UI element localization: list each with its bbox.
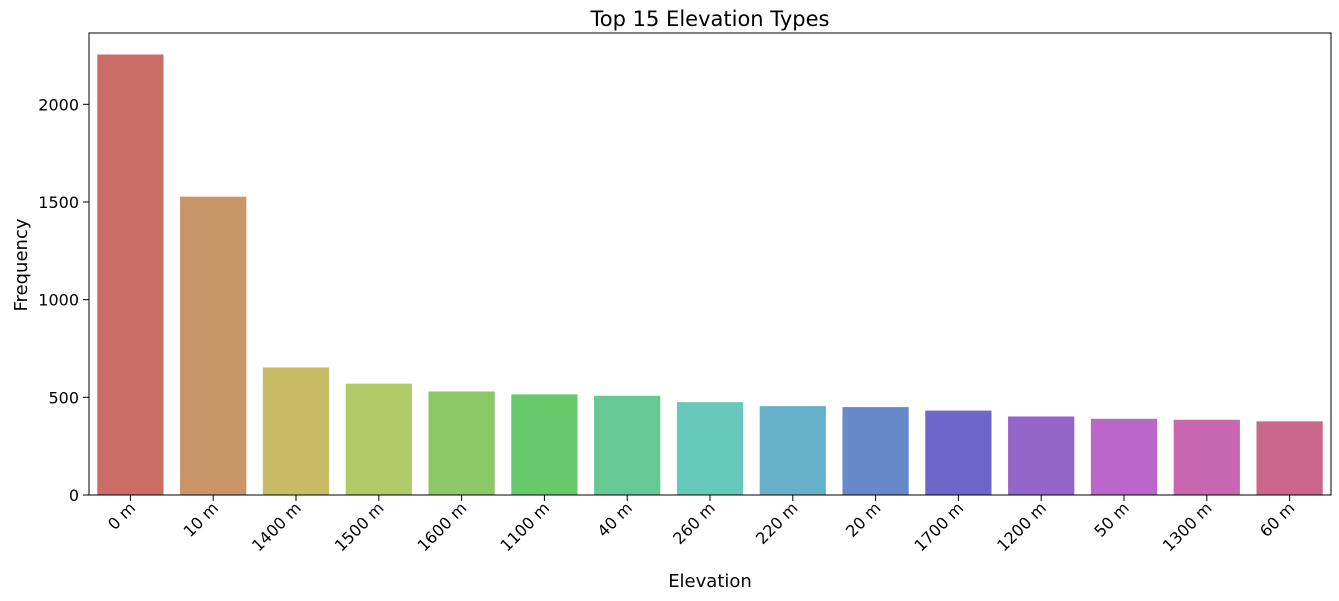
x-tick-label: 60 m: [1256, 498, 1298, 540]
bar: [262, 367, 330, 495]
bar: [97, 54, 164, 496]
x-tick-label: 20 m: [842, 498, 884, 540]
y-tick-label: 0: [69, 486, 79, 505]
bar: [428, 391, 495, 495]
bar: [1256, 421, 1323, 495]
y-tick-label: 1500: [38, 193, 79, 212]
x-tick-label: 260 m: [669, 498, 719, 548]
bar: [1090, 418, 1158, 495]
bar: [180, 196, 247, 495]
x-tick-label: 220 m: [752, 498, 802, 548]
x-tick-label: 1200 m: [993, 498, 1050, 555]
chart-title: Top 15 Elevation Types: [590, 7, 830, 31]
bar: [345, 383, 412, 495]
plot-area: 0 500 1000 1500 2000 0 m 10 m 1400 m 1500 m 1600 …: [38, 32, 1332, 555]
x-axis-label: Elevation: [668, 571, 752, 592]
bar: [511, 394, 578, 495]
bar: [842, 407, 909, 495]
bar: [925, 410, 992, 495]
bar: [759, 406, 826, 495]
y-axis-label: Frequency: [11, 218, 32, 311]
x-tick-label: 1700 m: [910, 498, 967, 555]
x-tick-label: 1500 m: [331, 498, 388, 555]
x-tick-label: 1300 m: [1159, 498, 1216, 555]
y-tick-label: 2000: [38, 95, 79, 114]
bar: [594, 395, 661, 495]
x-tick-label: 50 m: [1090, 498, 1132, 540]
x-tick-label: 1100 m: [496, 498, 553, 555]
x-tick-label: 10 m: [180, 498, 222, 540]
bar: [676, 402, 744, 495]
bar: [1008, 416, 1075, 495]
x-tick-label: 1600 m: [414, 498, 471, 555]
bar: [1173, 419, 1240, 495]
x-tick-label: 40 m: [594, 498, 636, 540]
x-tick-label: 1400 m: [248, 498, 305, 555]
y-tick-label: 1000: [38, 291, 79, 310]
y-tick-label: 500: [48, 388, 79, 407]
x-tick-label: 0 m: [104, 498, 139, 533]
